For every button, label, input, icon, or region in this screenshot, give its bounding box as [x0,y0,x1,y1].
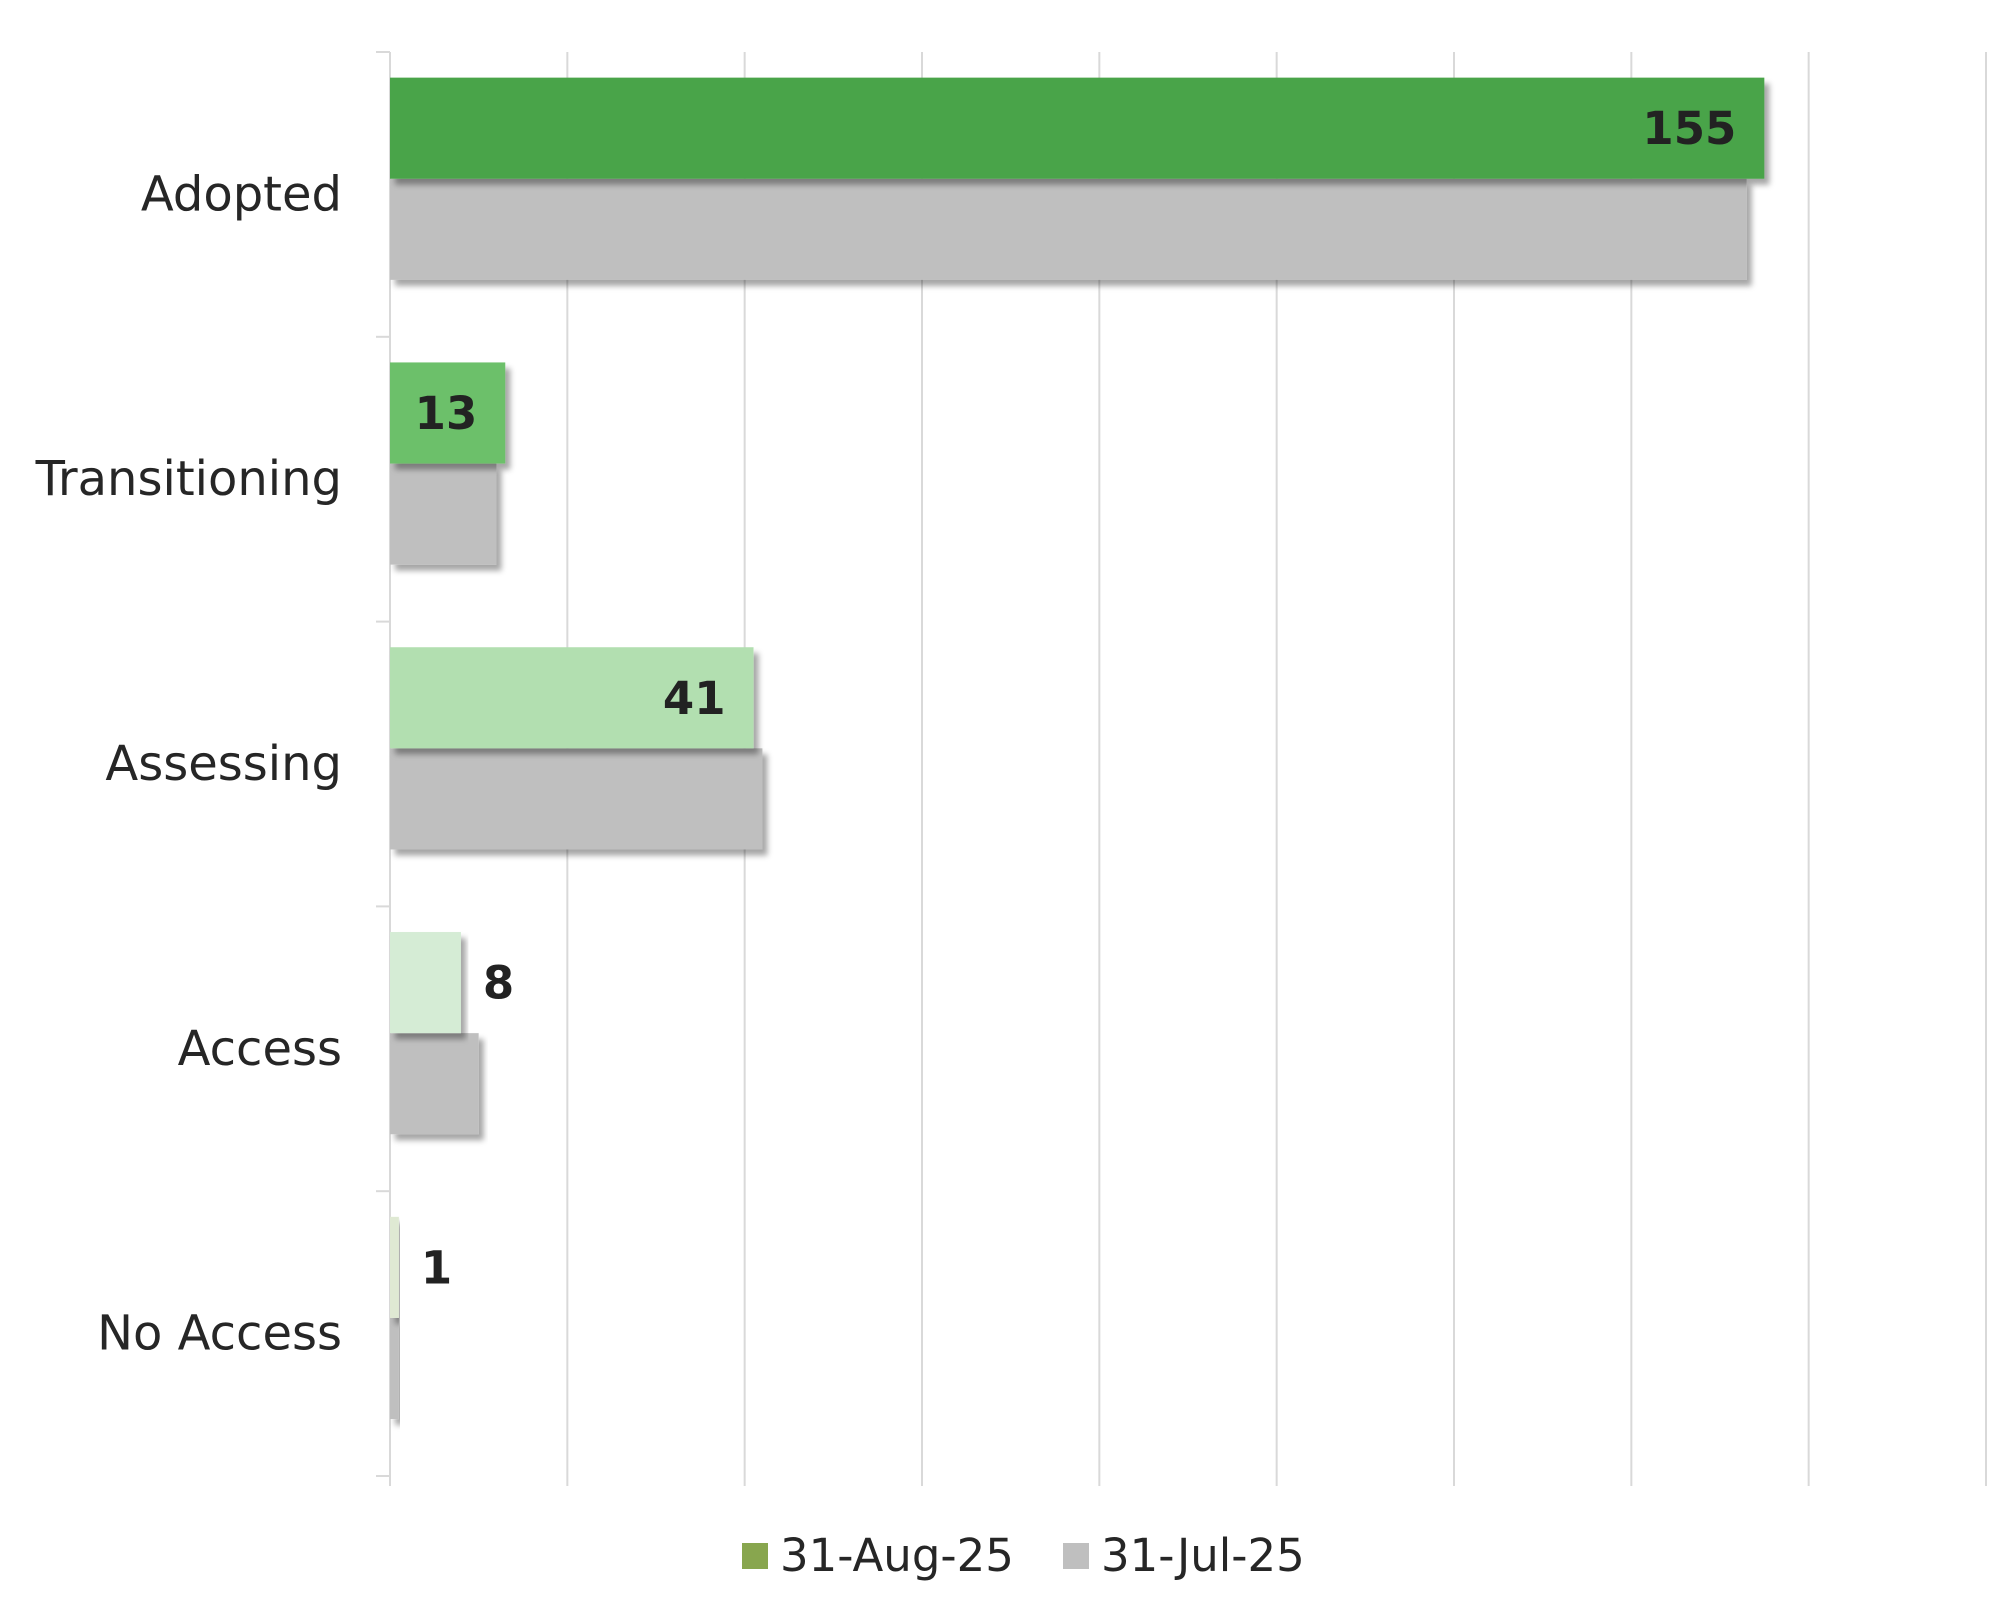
bar-31-aug-25-adopted [390,77,1765,179]
bar-31-jul-25-transitioning [390,463,497,565]
legend: 31-Aug-25 31-Jul-25 [742,1529,1305,1582]
data-label-access: 8 [483,957,514,1010]
legend-label-31-jul-25: 31-Jul-25 [1101,1529,1305,1582]
legend-label-31-aug-25: 31-Aug-25 [780,1529,1014,1582]
series-31-aug-25-bars [390,77,1765,1318]
bar-31-aug-25-assessing [390,647,754,749]
bar-31-jul-25-assessing [390,748,763,850]
category-label-transitioning: Transitioning [35,451,342,507]
bar-31-jul-25-access [390,1033,479,1135]
data-label-assessing: 41 [663,672,726,725]
legend-swatch-31-aug-25 [742,1543,768,1569]
category-axis-ticks [376,51,390,1477]
bar-31-aug-25-no-access [390,1216,399,1318]
category-label-no-access: No Access [97,1306,342,1362]
bar-31-aug-25-transitioning [390,362,506,464]
category-labels: Adopted Transitioning Assessing Access No Ac… [35,166,342,1361]
data-label-no-access: 1 [421,1241,452,1294]
data-labels: 155 13 41 8 1 [415,102,1737,1294]
data-label-adopted: 155 [1642,102,1736,155]
bar-31-jul-25-adopted [390,178,1747,280]
bar-31-jul-25-no-access [390,1317,399,1420]
category-label-access: Access [178,1021,342,1077]
category-label-assessing: Assessing [105,736,342,792]
bar-31-aug-25-access [390,932,461,1034]
category-label-adopted: Adopted [141,166,342,222]
series-31-jul-25-bars [390,178,1747,1420]
data-label-transitioning: 13 [415,387,478,440]
legend-swatch-31-jul-25 [1063,1543,1089,1569]
